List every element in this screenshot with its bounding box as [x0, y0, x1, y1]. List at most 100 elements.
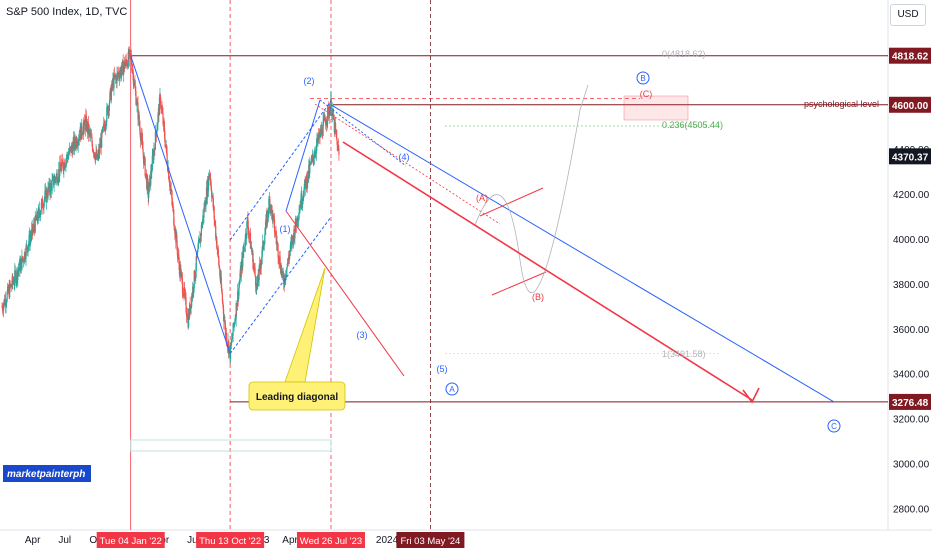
candle-body	[105, 126, 107, 127]
candle-body	[327, 107, 329, 121]
candle-body	[195, 256, 197, 272]
callout-text: Leading diagonal	[256, 392, 338, 403]
candle-body	[116, 73, 118, 83]
candle-body	[53, 182, 55, 186]
candle-body	[6, 292, 8, 302]
candle-body	[188, 313, 190, 328]
candle-body	[53, 176, 55, 186]
candle-body	[261, 256, 263, 262]
candle-body	[6, 301, 8, 304]
candle-body	[253, 265, 255, 268]
candle-body	[302, 197, 304, 199]
candle-body	[34, 216, 36, 233]
candle-body	[321, 135, 324, 137]
candle-body	[123, 66, 125, 75]
candle-body	[285, 276, 287, 280]
date-label-box	[296, 532, 365, 548]
candle-body	[144, 157, 146, 159]
wave-line-projection	[330, 104, 835, 403]
candle-body	[227, 340, 230, 354]
candle-body	[243, 248, 245, 253]
candle-body	[183, 287, 186, 295]
candle-body	[234, 322, 236, 324]
candle-body	[114, 75, 117, 78]
candle-body	[54, 177, 56, 180]
candle-body	[276, 242, 279, 245]
candle-body	[286, 264, 288, 268]
candle-body	[78, 139, 80, 141]
candle-body	[151, 155, 153, 171]
candle-body	[294, 218, 297, 232]
candle-body	[179, 265, 182, 277]
candle-body	[231, 335, 234, 339]
candle-body	[163, 120, 165, 128]
candle-body	[141, 140, 144, 150]
wave-circle	[445, 382, 459, 396]
candle-body	[288, 254, 290, 261]
candle-body	[303, 196, 305, 198]
wave-circle-label: C	[831, 422, 837, 431]
candle-body	[88, 128, 90, 135]
candle-body	[39, 213, 41, 218]
price-label-text: 4370.37	[892, 152, 929, 163]
candle-body	[311, 158, 313, 160]
wave-circle	[636, 71, 650, 85]
candle-body	[329, 108, 331, 116]
candle-body	[216, 237, 218, 249]
candle-body	[172, 206, 174, 210]
candle-body	[161, 110, 164, 114]
candle-body	[338, 148, 340, 155]
candle-body	[31, 229, 33, 237]
candle-body	[309, 164, 311, 174]
candle-body	[198, 241, 200, 243]
candle-body	[191, 295, 193, 307]
candle-body	[161, 106, 163, 111]
candle-body	[148, 181, 150, 193]
candle-body	[59, 162, 61, 169]
candle-body	[65, 158, 68, 161]
currency-button[interactable]: USD	[890, 4, 926, 26]
candle-body	[182, 292, 184, 296]
candle-body	[77, 140, 79, 146]
candle-body	[200, 225, 202, 236]
candle-body	[169, 182, 171, 187]
abc-upper-line	[479, 187, 544, 217]
candle-body	[24, 258, 27, 260]
candle-body	[141, 134, 143, 141]
candle-body	[231, 338, 233, 340]
candle-body	[243, 248, 245, 250]
candle-body	[209, 173, 211, 179]
candle-body	[245, 236, 247, 239]
candle-body	[67, 154, 70, 159]
candle-body	[230, 339, 233, 345]
candle-body	[21, 256, 24, 261]
candle-body	[327, 107, 329, 108]
candle-body	[138, 121, 141, 127]
candle-body	[140, 137, 142, 141]
candle-body	[165, 145, 167, 147]
y-tick-label: 3800.00	[893, 280, 930, 291]
candle-body	[158, 97, 161, 116]
candle-body	[135, 91, 137, 105]
candle-body	[273, 216, 275, 219]
wave-label: (5)	[437, 364, 448, 374]
candle-body	[82, 134, 84, 136]
candle-body	[182, 295, 185, 297]
candle-body	[335, 129, 337, 132]
candle-body	[233, 323, 235, 327]
candle-body	[302, 198, 304, 204]
candle-body	[306, 176, 308, 188]
candle-body	[64, 166, 66, 169]
price-label-box	[889, 96, 931, 113]
candle-body	[218, 264, 220, 269]
y-tick-label: 4000.00	[893, 235, 930, 246]
candle-body	[254, 267, 256, 277]
candle-body	[103, 123, 105, 127]
date-label-text: Wed 26 Jul '23	[300, 536, 362, 547]
candle-body	[14, 270, 16, 283]
candle-body	[310, 159, 312, 164]
candle-body	[109, 92, 111, 103]
candle-body	[244, 234, 246, 247]
candle-body	[193, 288, 195, 292]
